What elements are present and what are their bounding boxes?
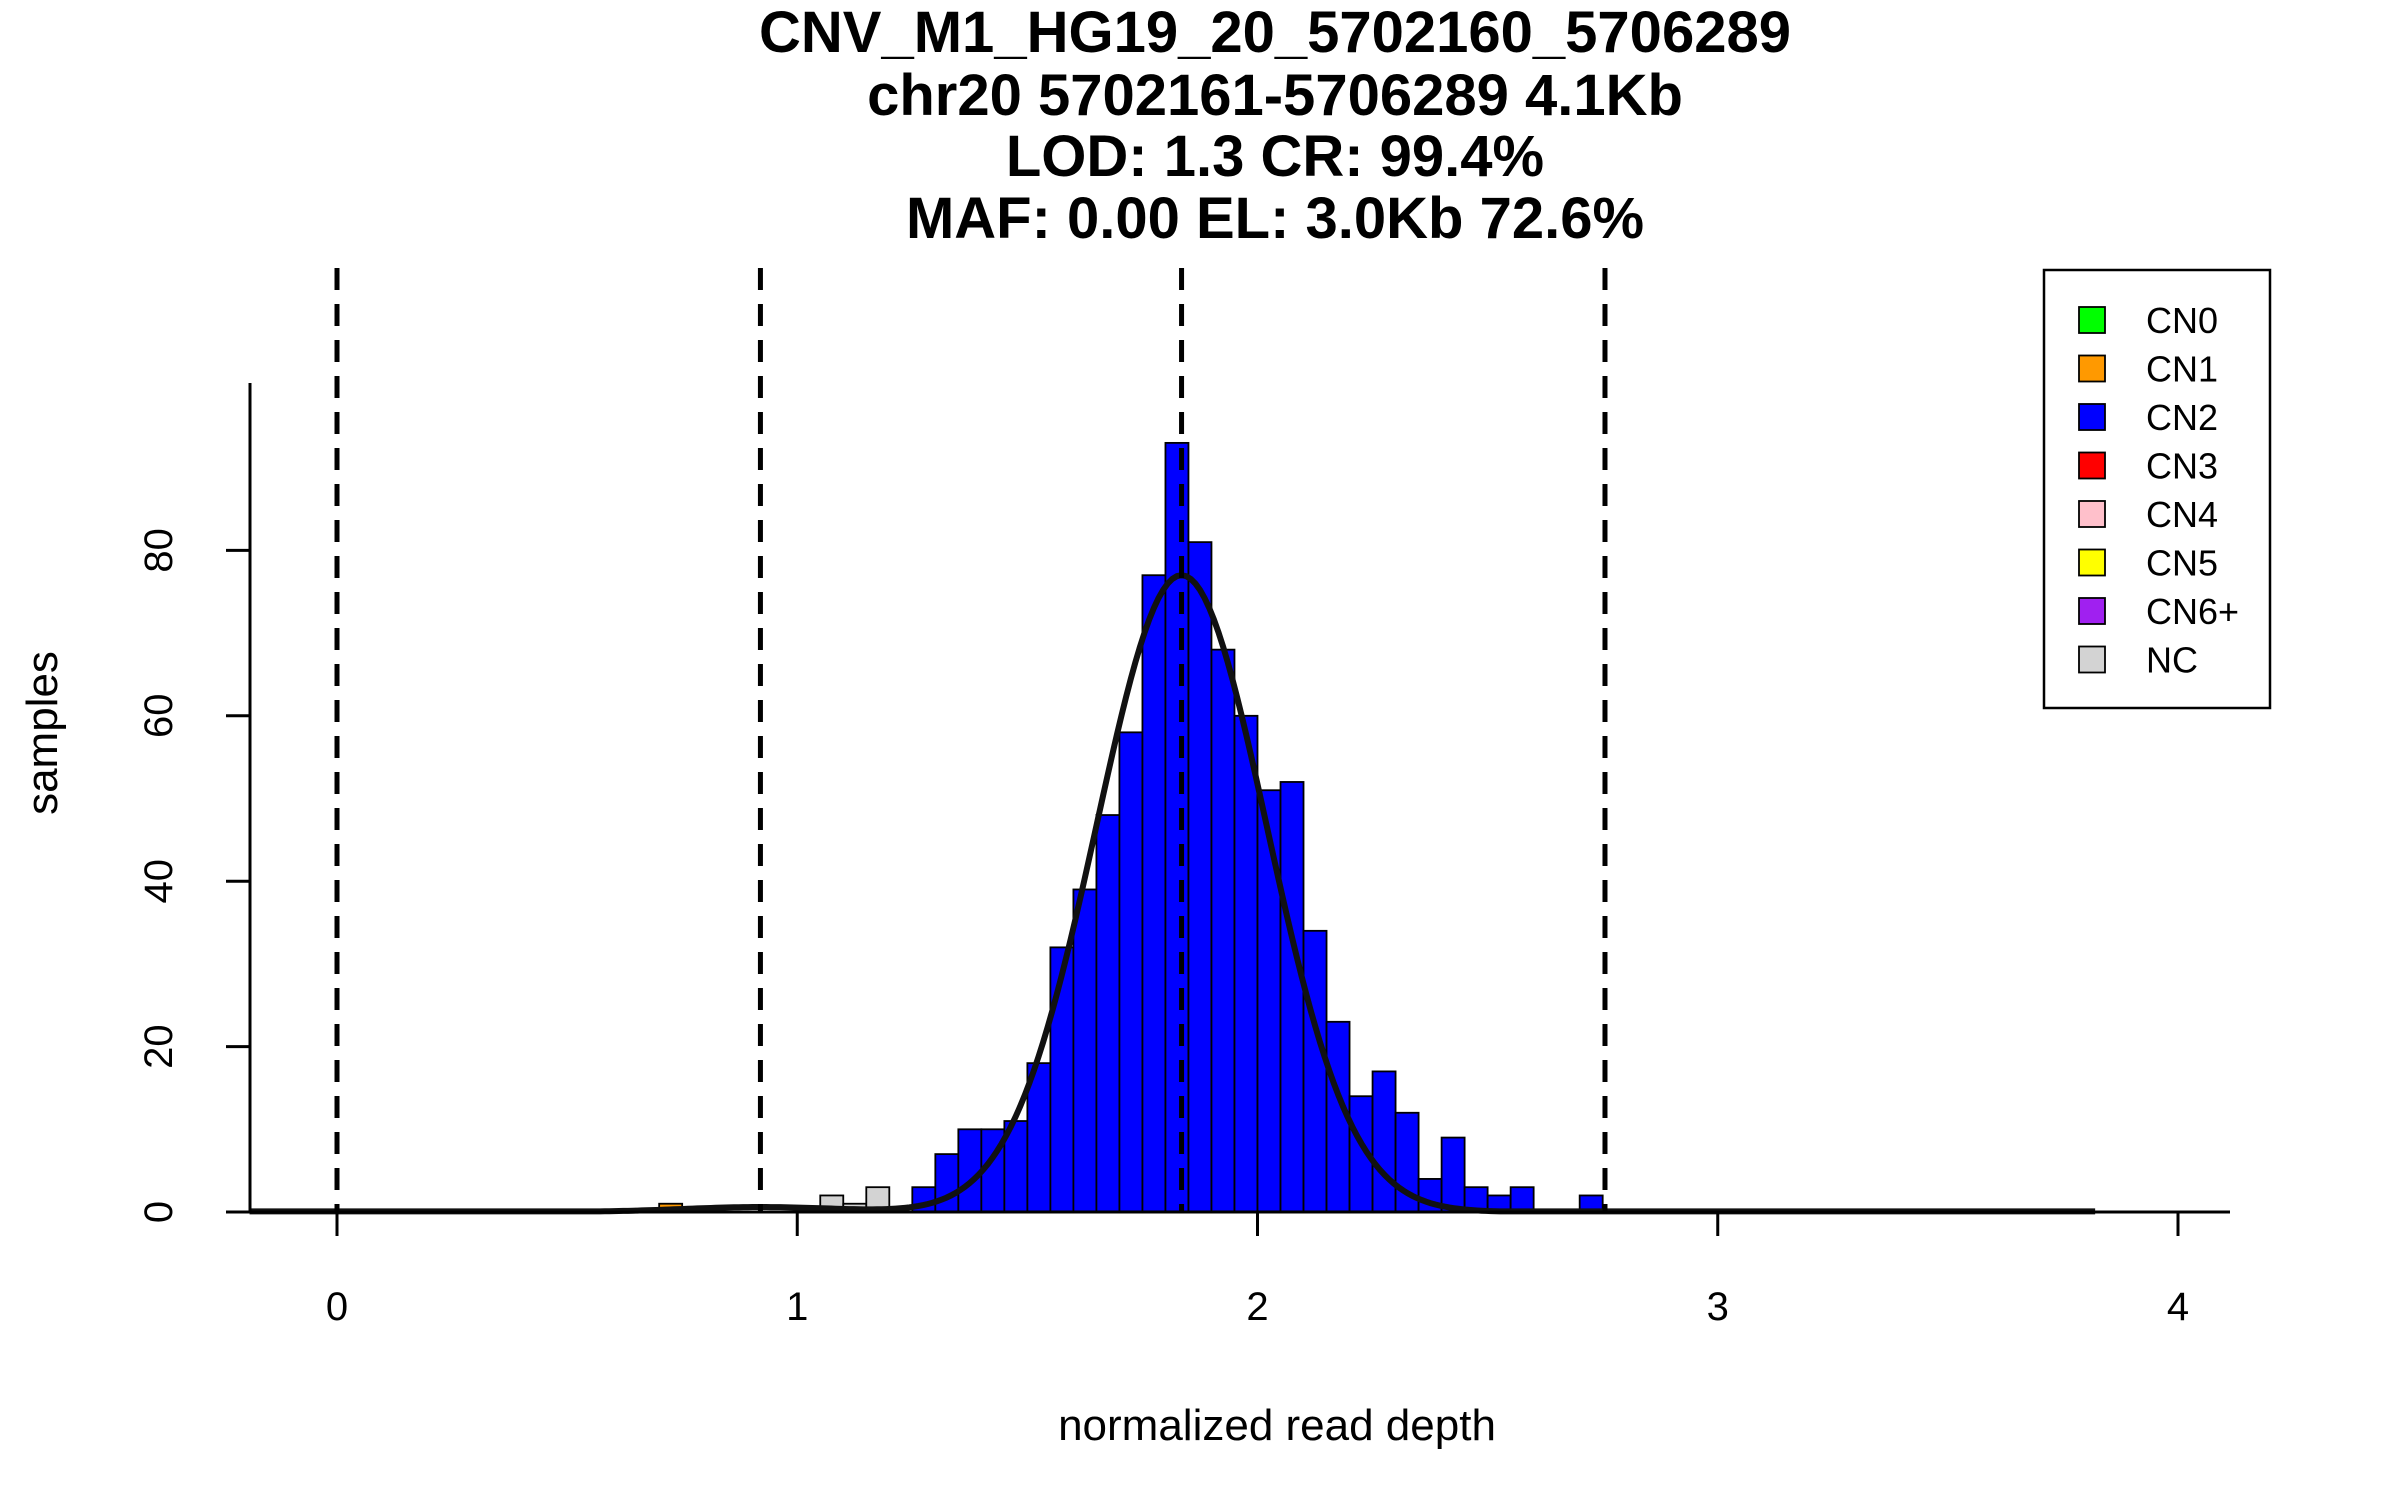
legend-swatch-cn1 [2078,354,2106,383]
legend: CN0 CN1 CN2 CN3 CN4 CN5 CN6+ NC [2042,268,2272,710]
y-axis-label: samples [18,651,67,815]
bar-cn2-14 [1233,714,1259,1213]
legend-label-nc: NC [2146,640,2198,681]
bar-cn2-17 [1302,929,1328,1213]
legend-label-cn0: CN0 [2146,300,2218,341]
legend-swatch-cn2 [2078,403,2106,431]
bar-cn2-13 [1210,648,1236,1213]
bar-cn2-11 [1164,441,1190,1213]
legend-label-cn6plus: CN6+ [2146,591,2239,632]
legend-swatch-cn0 [2078,306,2106,334]
bar-cn2-23 [1440,1136,1466,1213]
legend-box [2042,268,2272,710]
histogram-bars [658,441,1604,1213]
bar-cn2-10 [1141,574,1167,1213]
x-tick-label-4: 4 [2167,1285,2189,1329]
y-tick-label-80: 80 [137,528,181,573]
x-tick-label-3: 3 [1707,1285,1729,1329]
chart-title: CNV_M1_HG19_20_5702160_5706289 chr20 570… [759,0,1791,251]
title-line-3: LOD: 1.3 CR: 99.4% [1006,124,1544,189]
y-axis: 0 20 40 60 80 [137,383,252,1223]
bar-cn2-16 [1279,781,1305,1213]
x-tick-label-2: 2 [1246,1285,1268,1329]
legend-swatch-cn4 [2078,500,2106,528]
legend-label-cn5: CN5 [2146,543,2218,584]
bar-cn2-9 [1118,731,1144,1213]
legend-label-cn2: CN2 [2146,397,2218,438]
legend-swatch-cn5 [2078,548,2106,577]
legend-label-cn1: CN1 [2146,349,2218,390]
y-tick-label-40: 40 [137,859,181,904]
y-tick-label-60: 60 [137,694,181,739]
x-axis: 0 1 2 3 4 [250,1210,2230,1329]
bar-cn2-2 [957,1128,983,1213]
copy-number-thresholds [334,268,1608,1212]
legend-swatch-cn3 [2078,451,2106,480]
x-tick-label-0: 0 [326,1285,348,1329]
bar-cn2-6 [1049,946,1075,1213]
legend-swatch-cn6plus [2078,597,2106,625]
bar-cn2-8 [1095,814,1121,1213]
bar-cn2-26 [1509,1186,1535,1213]
legend-label-cn3: CN3 [2146,446,2218,487]
bar-cn2-12 [1187,541,1213,1213]
bar-cn2-15 [1256,789,1282,1213]
y-tick-label-0: 0 [137,1201,181,1223]
title-line-4: MAF: 0.00 EL: 3.0Kb 72.6% [906,186,1644,251]
bar-cn2-7 [1072,888,1098,1213]
legend-label-cn4: CN4 [2146,494,2218,535]
y-tick-label-20: 20 [137,1024,181,1069]
x-tick-label-1: 1 [786,1285,808,1329]
legend-swatch-nc [2078,645,2106,674]
title-line-2: chr20 5702161-5706289 4.1Kb [867,63,1683,128]
title-line-1: CNV_M1_HG19_20_5702160_5706289 [759,0,1791,65]
x-axis-label: normalized read depth [1058,1401,1496,1450]
bar-cn2-20 [1371,1070,1397,1213]
